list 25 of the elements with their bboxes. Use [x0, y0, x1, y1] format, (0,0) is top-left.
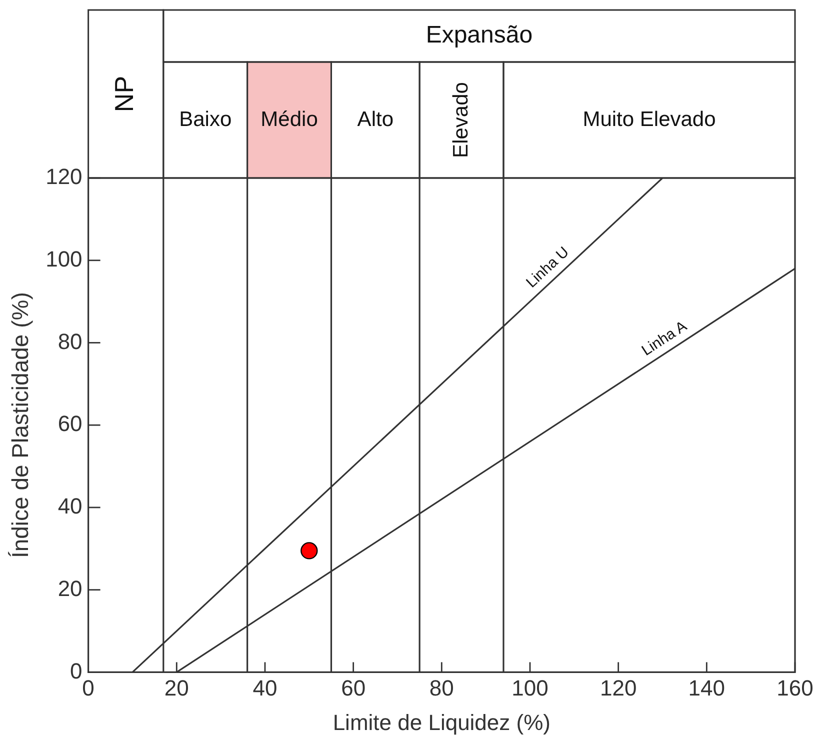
x-tick-label: 160: [776, 675, 814, 700]
x-tick-label: 140: [688, 675, 726, 700]
x-tick-label: 60: [341, 675, 366, 700]
y-tick-label: 60: [58, 411, 82, 436]
y-tick-label: 100: [46, 246, 82, 272]
y-tick-label: 80: [58, 328, 82, 354]
text: Médio: [260, 108, 318, 131]
text: NP: [109, 76, 140, 112]
y-tick-label: 120: [46, 164, 82, 190]
x-tick-label: 120: [600, 675, 637, 700]
y-tick-label: 0: [70, 658, 82, 684]
text: Muito Elevado: [582, 108, 716, 131]
y-tick-label: 40: [58, 494, 82, 519]
x-tick-label: 100: [512, 675, 548, 700]
x-tick-label: 80: [429, 675, 454, 700]
text: Elevado: [449, 82, 472, 158]
x-tick-label: 20: [164, 675, 189, 700]
text: Alto: [357, 108, 394, 131]
y-tick-label: 20: [58, 576, 82, 601]
x-tick-label: 40: [252, 675, 278, 700]
text: Linha A: [638, 318, 690, 360]
x-axis-title: Limite de Liquidez (%): [332, 710, 550, 735]
y-axis-title: Índice de Plasticidade (%): [7, 292, 34, 558]
text: Expansão: [426, 22, 533, 49]
text: Baixo: [179, 108, 232, 131]
